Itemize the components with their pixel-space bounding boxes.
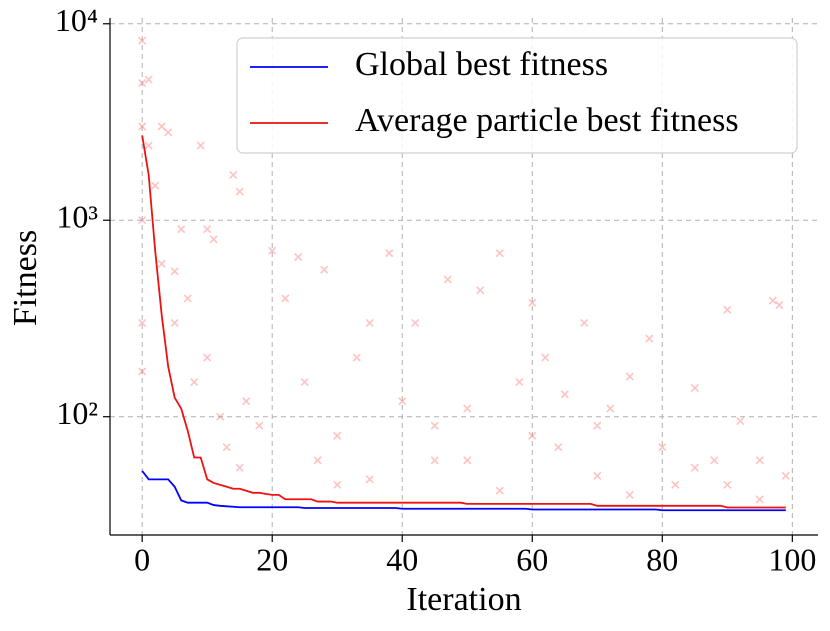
scatter-point	[541, 353, 550, 362]
scatter-point	[476, 286, 485, 295]
scatter-point	[781, 471, 790, 480]
scatter-point	[183, 294, 192, 303]
scatter-point	[755, 456, 764, 465]
scatter-point	[528, 298, 537, 307]
x-tick-label: 100	[768, 541, 816, 577]
scatter-point	[333, 480, 342, 489]
scatter-point	[495, 249, 504, 258]
scatter-point	[138, 367, 147, 376]
scatter-point	[216, 412, 225, 421]
scatter-point	[144, 141, 153, 150]
scatter-point	[645, 334, 654, 343]
scatter-point	[300, 378, 309, 387]
x-tick-label: 20	[256, 541, 288, 577]
scatter-point	[196, 141, 205, 150]
scatter-point	[723, 305, 732, 314]
scatter-point	[690, 463, 699, 472]
scatter-point	[138, 36, 147, 45]
scatter-point	[625, 372, 634, 381]
scatter-point	[398, 397, 407, 406]
scatter-point	[313, 456, 322, 465]
scatter-point	[365, 475, 374, 484]
scatter-point	[560, 390, 569, 399]
scatter-point	[294, 252, 303, 262]
x-tick-label: 0	[134, 541, 150, 577]
scatter-point	[203, 225, 212, 234]
scatter-point	[144, 75, 153, 84]
scatter-point	[736, 417, 745, 426]
scatter-point	[554, 443, 563, 452]
scatter-point	[463, 404, 472, 413]
scatter-point	[430, 421, 439, 430]
scatter-point	[528, 431, 537, 440]
y-tick-label: 10²	[56, 395, 98, 431]
scatter-point	[671, 480, 680, 489]
scatter-point	[203, 353, 212, 362]
scatter-point	[593, 421, 602, 430]
scatter-point	[580, 318, 589, 328]
scatter-point	[222, 443, 231, 452]
scatter-point	[235, 187, 244, 196]
scatter-point	[658, 443, 667, 452]
scatter-point	[690, 383, 699, 393]
scatter-point	[157, 122, 166, 131]
y-tick-label: 10⁴	[55, 2, 98, 38]
scatter-point	[209, 235, 218, 244]
scatter-point	[495, 486, 504, 495]
scatter-point	[606, 404, 615, 413]
scatter-point	[177, 225, 186, 234]
scatter-point	[365, 318, 374, 328]
x-tick-label: 40	[386, 541, 418, 577]
scatter-point	[352, 353, 361, 362]
scatter-point	[170, 318, 179, 328]
scatter-point	[255, 421, 264, 430]
x-axis-label: Iteration	[406, 581, 521, 618]
y-axis-label: Fitness	[7, 230, 44, 326]
scatter-point	[710, 456, 719, 465]
scatter-point	[281, 294, 290, 303]
scatter-point	[138, 216, 147, 225]
legend-label: Global best fitness	[355, 46, 608, 83]
series-line	[141, 470, 786, 512]
scatter-point	[593, 471, 602, 480]
scatter-point	[515, 378, 524, 387]
scatter-point	[430, 456, 439, 465]
scatter-point	[190, 378, 199, 387]
y-tick-label: 10³	[56, 199, 98, 235]
scatter-point	[235, 463, 244, 472]
scatter-point	[157, 259, 166, 268]
legend-label: Average particle best fitness	[355, 102, 739, 139]
scatter-point	[723, 480, 732, 489]
scatter-point	[170, 267, 179, 276]
scatter-point	[625, 490, 634, 499]
scatter-point	[333, 431, 342, 440]
scatter-point	[138, 318, 147, 328]
scatter-point	[768, 296, 777, 305]
scatter-point	[242, 397, 251, 406]
x-tick-label: 80	[646, 541, 678, 577]
series-line	[141, 135, 786, 509]
scatter-point	[138, 122, 147, 131]
scatter-point	[138, 78, 147, 87]
scatter-point	[463, 456, 472, 465]
scatter-point	[229, 170, 238, 180]
scatter-point	[151, 181, 160, 190]
scatter-point	[164, 128, 173, 137]
scatter-point	[268, 246, 277, 255]
scatter-point	[385, 249, 394, 258]
scatter-point	[443, 275, 452, 284]
scatter-point	[411, 318, 420, 328]
legend-box	[236, 37, 798, 154]
x-tick-label: 60	[516, 541, 548, 577]
scatter-point	[775, 301, 784, 310]
scatter-point	[320, 265, 329, 274]
scatter-point	[755, 495, 764, 504]
